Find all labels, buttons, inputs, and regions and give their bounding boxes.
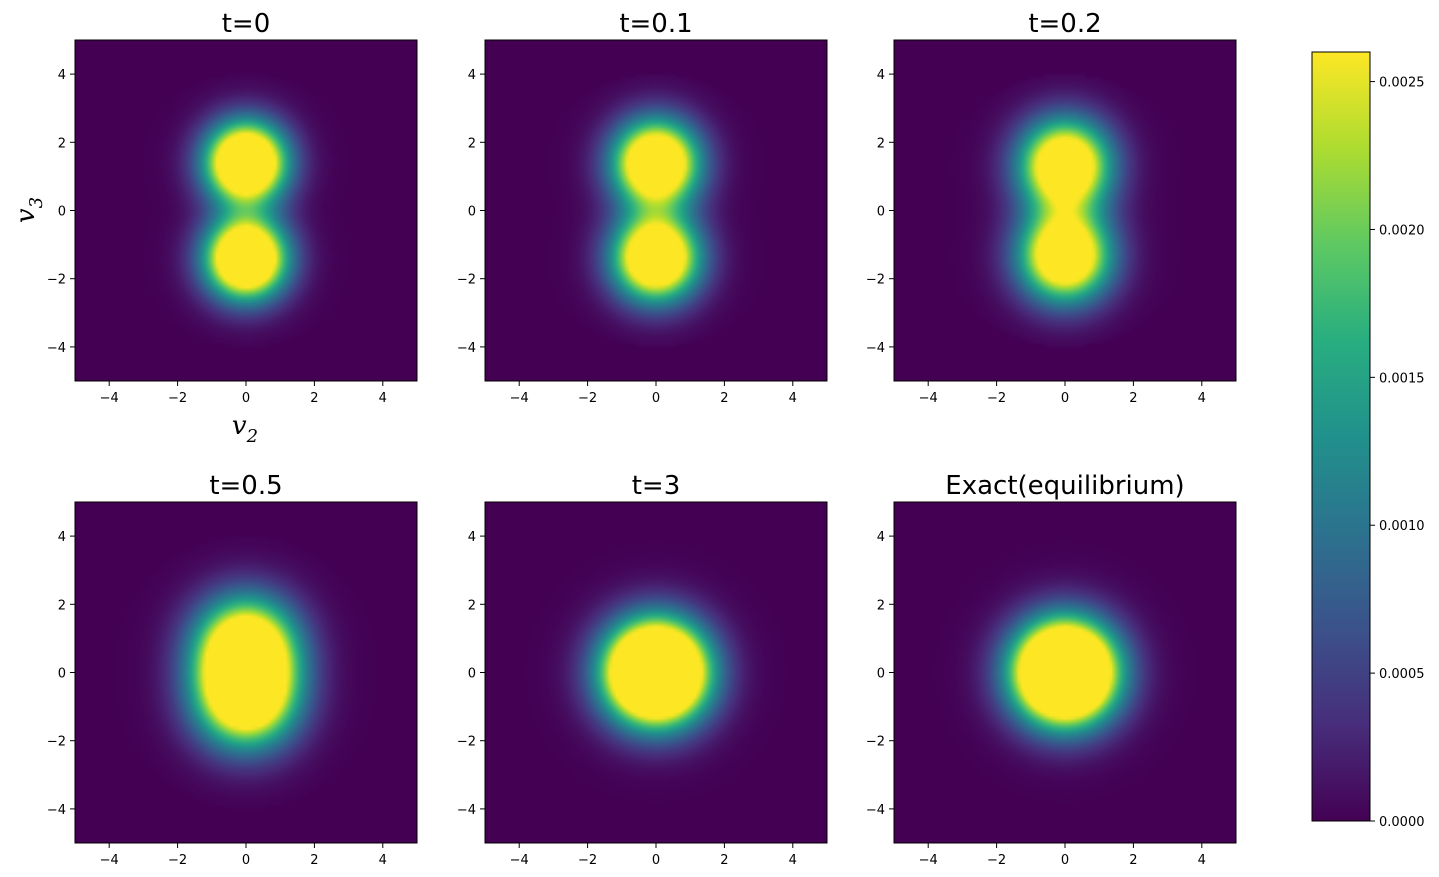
y-tick-label: −4 [866, 341, 885, 356]
x-tick-label: −4 [919, 391, 938, 406]
y-tick-label: −4 [47, 341, 66, 356]
heatmap-image [485, 40, 827, 381]
y-tick-label: 2 [58, 598, 66, 613]
x-tick-label: −2 [578, 391, 597, 406]
colorbar-tick-label: 0.0020 [1379, 223, 1425, 238]
y-tick-label: 2 [468, 598, 476, 613]
x-tick-label: 4 [379, 853, 387, 868]
y-tick-label: 4 [468, 68, 476, 83]
x-axis-label: v2 [232, 411, 258, 447]
panel: t=0.2 −4 −4 −2 −2 0 0 2 2 4 4 [866, 9, 1237, 406]
panel: t=0.1 −4 −4 −2 −2 0 0 2 2 4 4 [457, 9, 828, 406]
colorbar-ticks: 0.0000 0.0005 0.0010 0.0015 0.0020 0.0025 [1370, 76, 1425, 830]
y-tick-label: 4 [468, 530, 476, 545]
panel: t=0 −4 −4 −2 −2 0 0 2 2 4 4 [47, 9, 418, 406]
x-tick-label: 2 [720, 853, 728, 868]
panel: Exact(equilibrium) −4 −4 −2 −2 0 0 2 2 4 4 [866, 471, 1237, 868]
x-tick-label: −2 [987, 853, 1006, 868]
y-tick-label: 4 [877, 68, 885, 83]
heatmap-image [75, 40, 417, 381]
colorbar-tick-label: 0.0010 [1379, 519, 1425, 534]
colorbar: 0.0000 0.0005 0.0010 0.0015 0.0020 0.0025 [1311, 51, 1425, 830]
axis-labels: v2 v3 [11, 197, 258, 447]
y-tick-label: −2 [47, 735, 66, 750]
panel: t=3 −4 −4 −2 −2 0 0 2 2 4 4 [457, 471, 828, 868]
y-tick-label: 0 [468, 667, 476, 682]
x-tick-label: −2 [578, 853, 597, 868]
panels-layer: t=0−4−4−2−2002244t=0.1−4−4−2−2002244t=0.… [47, 9, 1237, 868]
x-tick-label: 0 [1061, 391, 1069, 406]
y-tick-label: 2 [877, 598, 885, 613]
colorbar-tick-label: 0.0025 [1379, 76, 1425, 91]
y-tick-label: 0 [877, 205, 885, 220]
colorbar-tick-label: 0.0015 [1379, 371, 1425, 386]
y-tick-label: −2 [457, 273, 476, 288]
y-tick-label: 0 [58, 667, 66, 682]
colorbar-tick-label: 0.0000 [1379, 815, 1425, 830]
x-tick-label: −4 [919, 853, 938, 868]
y-tick-label: −4 [457, 341, 476, 356]
x-tick-label: −4 [100, 391, 119, 406]
x-tick-label: −2 [168, 391, 187, 406]
heatmap-image [75, 502, 417, 843]
x-tick-label: 0 [1061, 853, 1069, 868]
panel-title: t=0.2 [1028, 9, 1101, 39]
x-tick-label: −2 [168, 853, 187, 868]
heatmap-image [485, 502, 827, 843]
x-tick-label: 2 [1129, 853, 1137, 868]
y-tick-label: 2 [468, 136, 476, 151]
x-tick-label: −2 [987, 391, 1006, 406]
x-tick-label: 4 [379, 391, 387, 406]
x-tick-label: 2 [310, 853, 318, 868]
x-tick-label: 0 [652, 853, 660, 868]
y-tick-label: 4 [58, 530, 66, 545]
y-tick-label: −4 [47, 803, 66, 818]
x-tick-label: 2 [310, 391, 318, 406]
y-tick-label: −2 [47, 273, 66, 288]
x-tick-label: −4 [510, 853, 529, 868]
panel: t=0.5 −4 −4 −2 −2 0 0 2 2 4 4 [47, 471, 418, 868]
y-tick-label: 0 [58, 205, 66, 220]
x-tick-label: 0 [242, 391, 250, 406]
y-tick-label: 0 [877, 667, 885, 682]
y-tick-label: 2 [877, 136, 885, 151]
y-tick-label: −4 [866, 803, 885, 818]
y-tick-label: 4 [58, 68, 66, 83]
panel-title: Exact(equilibrium) [945, 471, 1184, 501]
y-tick-label: −4 [457, 803, 476, 818]
x-tick-label: 4 [1198, 853, 1206, 868]
y-tick-label: 4 [877, 530, 885, 545]
panel-title: t=0.5 [209, 471, 282, 501]
x-tick-label: 0 [652, 391, 660, 406]
panel-title: t=0 [222, 9, 271, 39]
heatmap-image [894, 502, 1236, 843]
panel-title: t=3 [632, 471, 681, 501]
x-tick-label: 2 [1129, 391, 1137, 406]
heatmap-image [894, 40, 1236, 381]
x-tick-label: 4 [789, 391, 797, 406]
x-tick-label: 2 [720, 391, 728, 406]
x-tick-label: −4 [510, 391, 529, 406]
x-tick-label: −4 [100, 853, 119, 868]
y-tick-label: −2 [866, 273, 885, 288]
x-tick-label: 4 [1198, 391, 1206, 406]
panel-title: t=0.1 [619, 9, 692, 39]
y-tick-label: 0 [468, 205, 476, 220]
colorbar-gradient [1311, 51, 1371, 822]
y-axis-label: v3 [11, 197, 47, 223]
y-tick-label: −2 [866, 735, 885, 750]
y-tick-label: 2 [58, 136, 66, 151]
x-tick-label: 4 [789, 853, 797, 868]
x-tick-label: 0 [242, 853, 250, 868]
colorbar-tick-label: 0.0005 [1379, 667, 1425, 682]
y-tick-label: −2 [457, 735, 476, 750]
